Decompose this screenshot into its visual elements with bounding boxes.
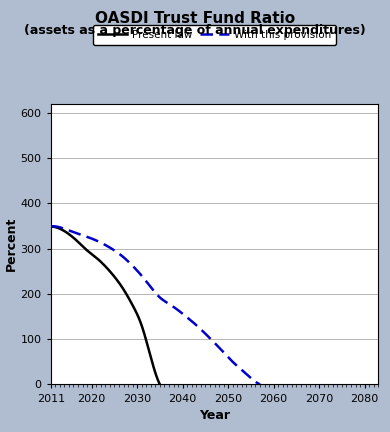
Legend: Present law, With this provision: Present law, With this provision (93, 25, 336, 45)
Text: (assets as a percentage of annual expenditures): (assets as a percentage of annual expend… (24, 24, 366, 37)
Y-axis label: Percent: Percent (5, 217, 18, 271)
Text: OASDI Trust Fund Ratio: OASDI Trust Fund Ratio (95, 11, 295, 26)
X-axis label: Year: Year (199, 409, 230, 422)
